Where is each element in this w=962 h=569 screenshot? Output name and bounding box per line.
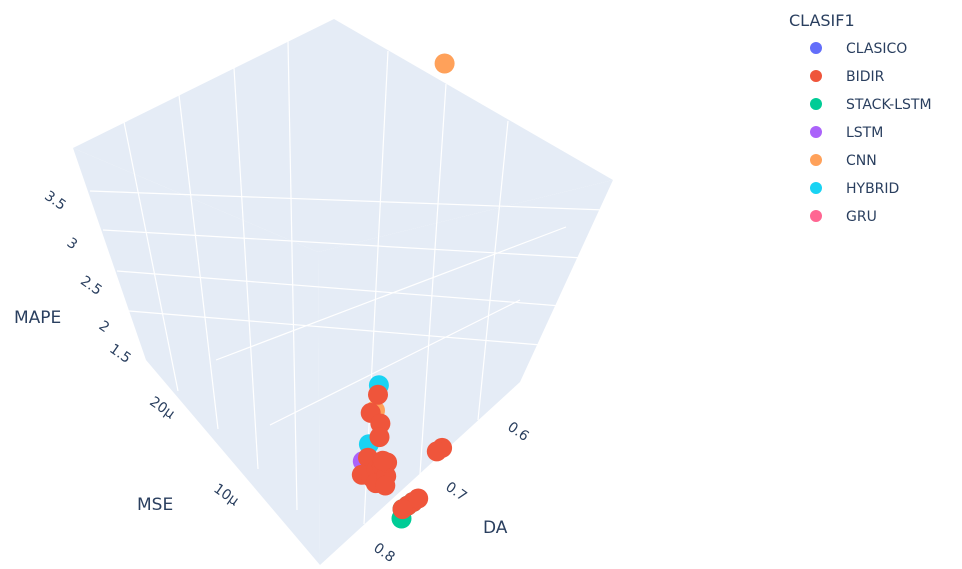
data-point-bidir[interactable] <box>372 450 393 471</box>
y-tick-label: 20μ <box>146 394 177 422</box>
grid-line <box>477 120 509 421</box>
data-point-bidir[interactable] <box>408 488 429 509</box>
legend-label[interactable]: CNN <box>846 153 877 169</box>
grid-line <box>215 226 567 361</box>
grid-line <box>123 121 179 392</box>
legend-marker[interactable] <box>810 98 822 110</box>
scene-panes <box>73 19 613 565</box>
legend-label[interactable]: HYBRID <box>846 181 899 197</box>
data-point-bidir[interactable] <box>426 441 447 462</box>
legend-marker[interactable] <box>810 210 822 222</box>
legend: CLASIF1 CLASICO BIDIR STACK-LSTM LSTM CNN HYBR… <box>789 11 932 225</box>
y-tick-label: 10μ <box>210 481 241 509</box>
z-y-back-pane <box>73 148 320 565</box>
grid-line <box>233 67 259 470</box>
grid-line <box>102 229 584 259</box>
legend-label[interactable]: LSTM <box>846 125 883 141</box>
data-point-bidir[interactable] <box>368 384 388 405</box>
x-tick-label: 0.8 <box>370 540 397 566</box>
legend-label[interactable]: STACK-LSTM <box>846 97 932 113</box>
legend-label[interactable]: BIDIR <box>846 69 885 85</box>
z-tick-label: 1.5 <box>106 341 133 367</box>
grid-line <box>116 270 562 307</box>
legend-label[interactable]: GRU <box>846 209 877 225</box>
legend-title: CLASIF1 <box>789 11 855 30</box>
legend-marker[interactable] <box>810 154 822 166</box>
z-x-back-pane <box>73 19 613 252</box>
z-axis-title: MAPE <box>14 308 61 328</box>
data-points <box>351 53 455 529</box>
z-tick-label: 2.5 <box>77 273 104 299</box>
z-tick-label: 2 <box>96 318 112 336</box>
grid-line <box>128 310 542 346</box>
data-point-bidir[interactable] <box>375 475 396 496</box>
legend-marker[interactable] <box>810 182 822 194</box>
grid-line <box>287 40 298 511</box>
x-tick-label: 0.6 <box>504 419 531 445</box>
grid-line <box>269 299 521 426</box>
x-axis-title: DA <box>483 518 508 538</box>
x-tick-label: 0.7 <box>442 479 469 505</box>
data-point-bidir[interactable] <box>369 427 390 448</box>
z-tick-label: 3.5 <box>41 188 68 214</box>
grid-line <box>419 83 447 475</box>
grid-line <box>178 94 219 430</box>
data-point-cnn[interactable] <box>434 53 455 74</box>
z-tick-label: 3 <box>64 235 80 253</box>
grid-line <box>89 190 606 211</box>
legend-marker[interactable] <box>810 42 822 54</box>
data-point-bidir[interactable] <box>392 499 413 520</box>
legend-marker[interactable] <box>810 126 822 138</box>
y-axis-title: MSE <box>137 495 173 515</box>
legend-label[interactable]: CLASICO <box>846 41 907 57</box>
legend-marker[interactable] <box>810 70 822 82</box>
